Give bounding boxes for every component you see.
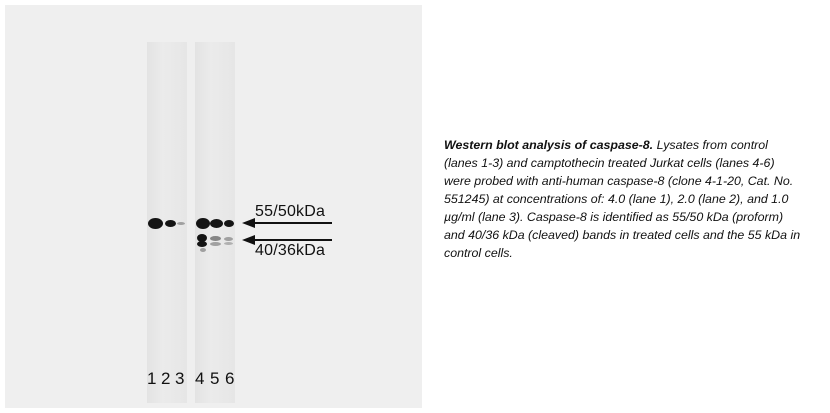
band-lane-6-40kda [224, 237, 233, 241]
marker-label-40-36kda: 40/36kDa [255, 242, 326, 259]
blot-strip-treated [195, 42, 235, 403]
western-blot-image: 55/50kDa 40/36kDa 1 2 3 4 5 6 [5, 5, 422, 408]
band-lane-1-55kda [148, 218, 163, 229]
band-lane-6-36kda [224, 242, 233, 245]
arrow-upper-head [242, 218, 255, 228]
band-lane-4-lower-smear [200, 248, 206, 252]
lane-number-4: 4 [195, 369, 205, 388]
lane-number-5: 5 [210, 369, 220, 388]
band-lane-2-55kda [165, 220, 176, 227]
lane-number-3: 3 [175, 369, 185, 388]
band-lane-6-55kda [224, 220, 234, 227]
band-lane-5-40kda [210, 236, 221, 241]
band-lane-5-55kda [210, 219, 223, 228]
band-lane-4-55kda [196, 218, 210, 229]
arrow-lower-line [254, 239, 332, 241]
blot-strip-control [147, 42, 187, 403]
figure-caption: Western blot analysis of caspase-8. Lysa… [444, 136, 804, 262]
caption-title: Western blot analysis of caspase-8. [444, 138, 654, 152]
lane-number-2: 2 [161, 369, 171, 388]
lane-number-6: 6 [225, 369, 235, 388]
arrow-lower-head [242, 235, 255, 245]
band-lane-4-36kda [197, 241, 207, 247]
band-lane-4-40kda [197, 234, 207, 242]
band-lane-5-36kda [210, 242, 221, 246]
lane-number-1: 1 [147, 369, 157, 388]
band-lane-3-55kda [177, 222, 185, 225]
arrow-upper-line [254, 222, 332, 224]
caption-body: Lysates from control (lanes 1-3) and cam… [444, 138, 801, 260]
marker-label-55-50kda: 55/50kDa [255, 203, 326, 220]
